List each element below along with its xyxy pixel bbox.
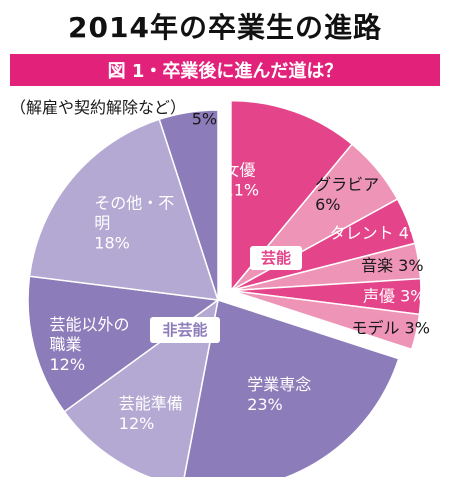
slice-label-8: 芸能準備 12% — [119, 394, 183, 433]
slice-label-5: 声優 3% — [363, 287, 425, 306]
chart-title: 2014年の卒業生の進路 — [68, 11, 382, 44]
group-badge-label-2: 非芸能 — [162, 321, 207, 339]
slice-label-10: その他・不明 18% — [94, 193, 174, 252]
pie-slice-7 — [183, 299, 400, 477]
slice-label-7: 学業専念 23% — [247, 375, 311, 414]
group-badge-bg-1 — [250, 246, 302, 270]
slice-label-9: 芸能以外の職業 12% — [49, 315, 129, 374]
group-badge-label-1: 芸能 — [261, 249, 291, 267]
slice-label-2: グラビア 6% — [315, 175, 379, 214]
slice-label-3: タレント 4% — [330, 223, 424, 242]
slice-label-1: 女優 11% — [224, 160, 260, 199]
pie-slice-11 — [158, 109, 219, 301]
slice-label-6: モデル 3% — [351, 318, 429, 337]
annotation-label: （解雇や契約解除など） — [10, 98, 186, 117]
pie-slice-1 — [230, 99, 354, 293]
pie-slice-6 — [230, 289, 421, 351]
chart-subtitle: 図 1・卒業後に進んだ道は？ — [10, 54, 440, 86]
pie-slice-9 — [27, 275, 220, 413]
slice-label-11: 5% — [192, 110, 217, 129]
slice-label-4: 音楽 3% — [361, 256, 423, 275]
group-badge-bg-2 — [150, 317, 220, 343]
pie-slice-10 — [28, 118, 220, 301]
pie-slice-8 — [63, 298, 220, 477]
